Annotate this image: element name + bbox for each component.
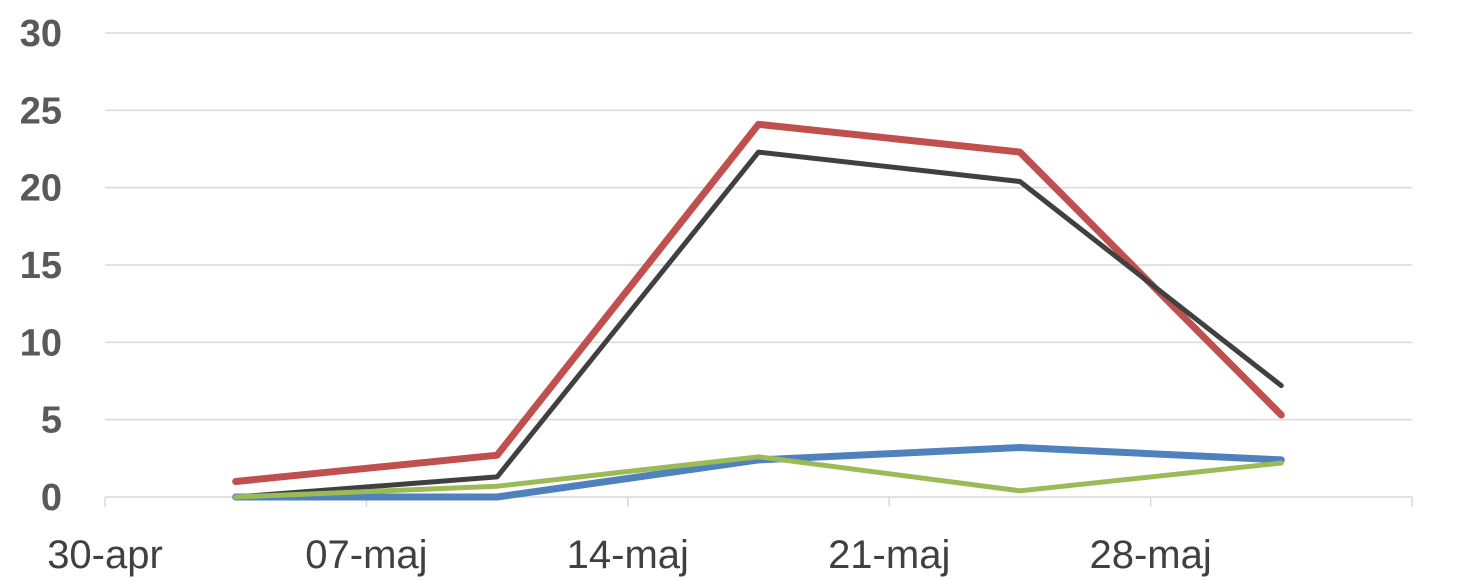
y-tick-label: 10	[20, 322, 62, 364]
y-tick-label: 15	[20, 245, 62, 287]
series-line-4	[233, 454, 1284, 500]
x-tick-label: 28-maj	[1089, 533, 1211, 577]
series-line-2	[233, 149, 1284, 500]
x-axis-ticks: 30-apr 07-maj 14-maj 21-maj 28-maj	[47, 497, 1413, 577]
x-tick-label: 07-maj	[305, 533, 427, 577]
y-tick-label: 30	[20, 13, 62, 55]
y-tick-label: 0	[41, 477, 62, 519]
series-line-3	[232, 444, 1285, 501]
y-axis-ticks: 0 5 10 15 20 25 30	[20, 13, 62, 519]
x-tick-label: 21-maj	[828, 533, 950, 577]
gridlines	[105, 32, 1412, 498]
y-tick-label: 25	[20, 90, 62, 132]
x-tick-label: 30-apr	[47, 533, 163, 577]
series-lines	[232, 120, 1285, 501]
x-tick-label: 14-maj	[567, 533, 689, 577]
y-tick-label: 5	[41, 400, 62, 442]
series-line-1	[232, 120, 1285, 485]
y-tick-label: 20	[20, 168, 62, 210]
